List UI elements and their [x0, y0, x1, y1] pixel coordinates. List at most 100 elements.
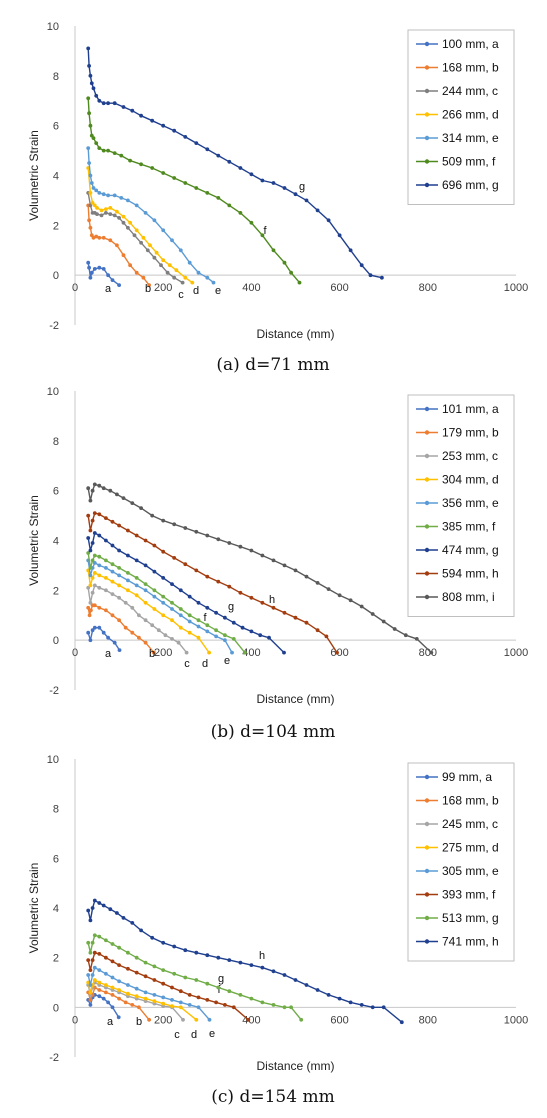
legend-entry-f: 393 mm, f	[442, 888, 496, 902]
data-point	[134, 533, 139, 538]
data-point	[326, 993, 331, 997]
data-point	[143, 640, 148, 645]
data-point	[137, 613, 141, 618]
data-point	[429, 650, 434, 655]
y-tick-label: 6	[53, 486, 59, 498]
data-point	[315, 581, 320, 585]
x-tick-label: 200	[154, 282, 172, 294]
data-point	[194, 141, 199, 146]
data-point	[117, 988, 121, 992]
data-point	[183, 975, 188, 980]
data-point	[88, 1003, 93, 1007]
curve-label-g: g	[228, 601, 234, 613]
data-point	[161, 171, 166, 175]
series-f: f	[86, 551, 247, 655]
data-point	[194, 978, 199, 982]
legend-entry-a: 101 mm, a	[442, 402, 499, 416]
data-point	[139, 113, 144, 118]
data-point	[172, 944, 177, 949]
data-point	[143, 974, 148, 979]
data-point	[94, 141, 99, 146]
data-point	[126, 950, 130, 955]
data-point	[101, 630, 106, 635]
data-point	[117, 573, 121, 578]
x-tick-label: 1000	[504, 647, 528, 659]
data-point	[97, 98, 102, 103]
data-point	[126, 528, 130, 533]
y-tick-label: 6	[53, 853, 59, 865]
legend-box	[407, 29, 515, 205]
data-point	[145, 248, 150, 253]
data-point	[88, 983, 93, 987]
data-point	[86, 958, 91, 962]
data-point	[88, 225, 93, 230]
data-point	[196, 635, 201, 640]
data-point	[172, 971, 177, 976]
series-a: a	[86, 625, 122, 660]
x-tick-label: 400	[242, 647, 260, 659]
legend-box	[407, 762, 515, 962]
data-point	[165, 270, 170, 275]
data-point	[143, 600, 148, 605]
data-point	[117, 283, 121, 287]
data-point	[238, 993, 243, 997]
data-point	[196, 1005, 201, 1010]
data-point	[87, 613, 92, 618]
data-point	[115, 209, 119, 214]
x-tick-label: 600	[330, 647, 348, 659]
data-point	[282, 610, 287, 615]
data-point	[271, 605, 276, 610]
data-point	[196, 995, 201, 1000]
data-point	[289, 1005, 293, 1010]
data-point	[104, 538, 108, 543]
data-point	[101, 486, 106, 491]
curve-label-c: c	[184, 658, 190, 670]
data-point	[126, 983, 130, 987]
data-point	[178, 588, 183, 593]
data-point	[183, 181, 188, 185]
series-g: g	[86, 46, 384, 280]
data-point	[132, 233, 137, 238]
data-point	[92, 482, 97, 487]
data-point	[90, 558, 95, 563]
data-point	[260, 965, 265, 970]
x-tick-label: 600	[330, 282, 348, 294]
data-point	[161, 968, 166, 972]
data-point	[90, 628, 95, 633]
data-point	[299, 1017, 304, 1022]
data-point	[97, 952, 102, 956]
data-point	[152, 594, 157, 599]
data-point	[88, 123, 93, 128]
legend-marker-e	[424, 500, 430, 506]
data-point	[143, 582, 148, 586]
data-point	[271, 248, 276, 253]
data-point	[178, 607, 183, 611]
data-point	[86, 486, 91, 491]
data-point	[196, 624, 201, 629]
data-point	[117, 963, 121, 967]
series-line-h	[87, 512, 338, 653]
legend-entry-b: 168 mm, b	[442, 61, 499, 75]
data-point	[134, 593, 139, 598]
data-point	[126, 966, 130, 971]
data-point	[194, 568, 199, 573]
data-point	[249, 996, 254, 1001]
data-point	[196, 618, 201, 623]
x-tick-label: 800	[419, 647, 437, 659]
data-point	[106, 193, 110, 198]
series-b: b	[86, 603, 156, 660]
data-point	[304, 620, 309, 625]
data-point	[152, 650, 156, 655]
data-point	[207, 650, 212, 655]
data-point	[187, 993, 192, 997]
data-point	[86, 630, 91, 635]
y-tick-label: 6	[53, 121, 59, 133]
x-tick-label: 0	[72, 282, 78, 294]
data-point	[88, 498, 93, 503]
legend-marker-d	[424, 112, 430, 117]
y-tick-label: 10	[47, 21, 59, 33]
data-point	[101, 192, 106, 197]
x-axis-title: Distance (mm)	[256, 692, 334, 706]
data-point	[90, 940, 95, 945]
y-tick-label: 0	[53, 1002, 59, 1014]
